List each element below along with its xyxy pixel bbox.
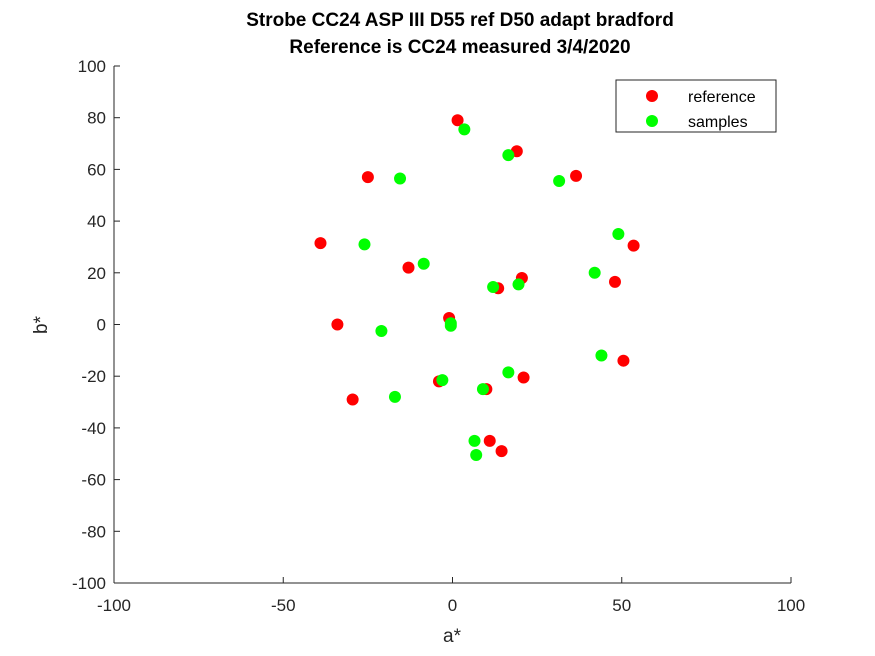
samples-point [588, 266, 601, 279]
samples-point [458, 123, 471, 136]
x-axis-label: a* [443, 626, 462, 647]
legend-box [615, 79, 777, 133]
samples-point [444, 319, 457, 332]
x-tick-label: -50 [271, 596, 296, 615]
y-tick-label: -80 [81, 522, 106, 541]
reference-point [402, 261, 415, 274]
y-tick-label: 20 [87, 264, 106, 283]
y-tick-label: 40 [87, 212, 106, 231]
samples-point [512, 278, 525, 291]
samples-point [595, 349, 608, 362]
reference-point [361, 171, 374, 184]
samples-point [502, 149, 515, 162]
y-axis-label: b* [31, 315, 52, 334]
reference-point [495, 445, 508, 458]
samples-point [470, 449, 483, 462]
samples-point [553, 175, 566, 188]
x-tick-label: 0 [448, 596, 457, 615]
legend-marker-reference [646, 90, 658, 102]
reference-point [346, 393, 359, 406]
samples-point [375, 324, 388, 337]
ticks: -100 -50 0 50 100 -100 -80 -60 -40 -20 0 20 40 60 80 10… [72, 57, 805, 615]
y-tick-label: -100 [72, 574, 106, 593]
samples-point [358, 238, 371, 251]
reference-point [627, 239, 640, 252]
series-samples [358, 123, 625, 462]
reference-point [451, 114, 464, 127]
y-tick-label: -20 [81, 367, 106, 386]
samples-point [436, 374, 449, 387]
y-tick-label: 80 [87, 109, 106, 128]
samples-point [612, 228, 625, 241]
chart-subtitle: Reference is CC24 measured 3/4/2020 [289, 37, 630, 58]
x-tick-label: 100 [777, 596, 805, 615]
samples-point [502, 366, 515, 379]
samples-point [417, 257, 430, 270]
reference-point [331, 318, 344, 331]
y-tick-label: 100 [78, 57, 106, 76]
data-points [314, 114, 640, 462]
reference-point [617, 354, 630, 367]
chart-title: Strobe CC24 ASP III D55 ref D50 adapt br… [246, 10, 674, 31]
x-tick-label: -100 [97, 596, 131, 615]
samples-point [476, 383, 489, 396]
reference-point [314, 237, 327, 250]
reference-point [483, 434, 496, 447]
legend-label-reference: reference [688, 89, 756, 106]
samples-point [388, 390, 401, 403]
reference-point [608, 275, 621, 288]
y-tick-label: -40 [81, 419, 106, 438]
y-tick-label: -60 [81, 471, 106, 490]
reference-point [517, 371, 530, 384]
samples-point [468, 434, 481, 447]
y-tick-label: 0 [97, 316, 106, 335]
y-tick-label: 60 [87, 160, 106, 179]
legend: reference samples [615, 79, 777, 133]
samples-point [394, 172, 407, 185]
legend-marker-samples [646, 115, 658, 127]
reference-point [570, 169, 583, 182]
samples-point [487, 281, 500, 294]
x-tick-label: 50 [612, 596, 631, 615]
legend-label-samples: samples [688, 114, 748, 131]
